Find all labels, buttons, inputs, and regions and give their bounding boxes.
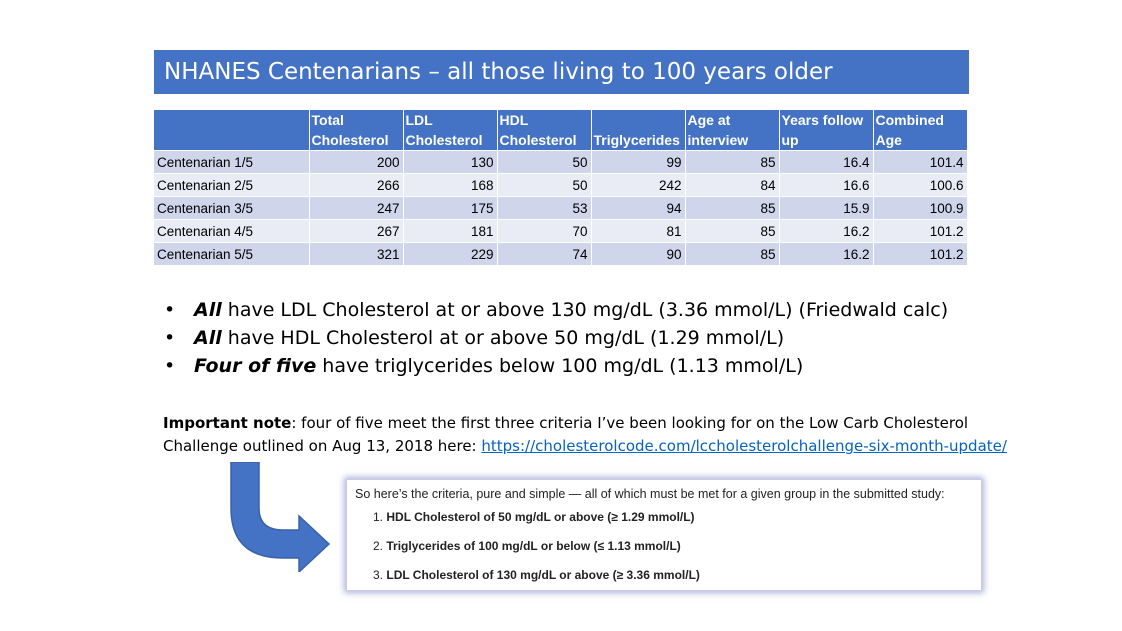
cell-age-at-interview: 85 xyxy=(685,196,780,220)
bullet-text: have triglycerides below 100 mg/dL (1.13… xyxy=(316,355,804,377)
bullet-emphasis: Four of five xyxy=(194,355,317,377)
criteria-text: Triglycerides of 100 mg/dL or below (≤ 1… xyxy=(386,539,681,553)
criteria-list: 1. HDL Cholesterol of 50 mg/dL or above … xyxy=(373,503,700,590)
header-hdl-cholesterol: HDL Cholesterol xyxy=(497,110,592,151)
cell-ldl-cholesterol: 175 xyxy=(403,196,498,220)
cell-years-follow-up: 15.9 xyxy=(779,196,874,220)
note-text: : four of five meet the first three crit… xyxy=(163,414,969,455)
bullet-text: have HDL Cholesterol at or above 50 mg/d… xyxy=(221,327,785,349)
cell-combined-age: 101.4 xyxy=(873,150,968,174)
cell-hdl-cholesterol: 50 xyxy=(497,150,592,174)
cell-total-cholesterol: 267 xyxy=(309,219,404,243)
criteria-number: 3. xyxy=(373,568,384,582)
cell-years-follow-up: 16.2 xyxy=(779,242,874,265)
row-label: Centenarian 4/5 xyxy=(154,219,310,243)
cell-combined-age: 101.2 xyxy=(873,219,968,243)
centenarian-table: Total Cholesterol LDL Cholesterol HDL Chole… xyxy=(154,110,968,265)
table-header-row: Total Cholesterol LDL Cholesterol HDL Chole… xyxy=(154,110,968,151)
cell-total-cholesterol: 247 xyxy=(309,196,404,220)
cell-ldl-cholesterol: 168 xyxy=(403,173,498,197)
cell-triglycerides: 90 xyxy=(591,242,686,265)
header-total-cholesterol: Total Cholesterol xyxy=(309,110,404,151)
challenge-link[interactable]: https://cholesterolcode.com/lccholestero… xyxy=(481,437,1007,455)
bullet-marker: • xyxy=(164,355,176,377)
cell-combined-age: 101.2 xyxy=(873,242,968,265)
cell-ldl-cholesterol: 130 xyxy=(403,150,498,174)
cell-ldl-cholesterol: 181 xyxy=(403,219,498,243)
cell-triglycerides: 242 xyxy=(591,173,686,197)
criteria-intro: So here’s the criteria, pure and simple … xyxy=(355,487,945,501)
table-row: Centenarian 1/5 200 130 50 99 85 16.4 10… xyxy=(154,150,968,174)
list-item: • All have LDL Cholesterol at or above 13… xyxy=(164,296,948,324)
cell-hdl-cholesterol: 53 xyxy=(497,196,592,220)
list-item: 1. HDL Cholesterol of 50 mg/dL or above … xyxy=(373,503,700,532)
header-years-follow-up: Years follow up xyxy=(779,110,874,151)
bullet-marker: • xyxy=(164,299,176,321)
important-note: Important note: four of five meet the fi… xyxy=(163,412,1043,458)
criteria-number: 2. xyxy=(373,539,384,553)
criteria-number: 1. xyxy=(373,510,384,524)
table-row: Centenarian 5/5 321 229 74 90 85 16.2 10… xyxy=(154,242,968,265)
cell-years-follow-up: 16.2 xyxy=(779,219,874,243)
row-label: Centenarian 1/5 xyxy=(154,150,310,174)
cell-age-at-interview: 84 xyxy=(685,173,780,197)
cell-combined-age: 100.6 xyxy=(873,173,968,197)
findings-list: • All have LDL Cholesterol at or above 13… xyxy=(164,296,948,380)
bullet-emphasis: All xyxy=(194,299,222,321)
bullet-text: have LDL Cholesterol at or above 130 mg/… xyxy=(221,299,949,321)
list-item: • All have HDL Cholesterol at or above 50… xyxy=(164,324,948,352)
cell-hdl-cholesterol: 70 xyxy=(497,219,592,243)
table-row: Centenarian 4/5 267 181 70 81 85 16.2 10… xyxy=(154,219,968,243)
list-item: 3. LDL Cholesterol of 130 mg/dL or above… xyxy=(373,561,700,590)
header-triglycerides: Triglycerides xyxy=(591,110,686,151)
row-label: Centenarian 2/5 xyxy=(154,173,310,197)
cell-age-at-interview: 85 xyxy=(685,150,780,174)
cell-years-follow-up: 16.6 xyxy=(779,173,874,197)
list-item: • Four of five have triglycerides below 1… xyxy=(164,352,948,380)
criteria-text: LDL Cholesterol of 130 mg/dL or above (≥… xyxy=(386,568,700,582)
header-ldl-cholesterol: LDL Cholesterol xyxy=(403,110,498,151)
cell-triglycerides: 99 xyxy=(591,150,686,174)
criteria-box: So here’s the criteria, pure and simple … xyxy=(346,479,982,591)
criteria-text: HDL Cholesterol of 50 mg/dL or above (≥ … xyxy=(386,510,695,524)
cell-hdl-cholesterol: 50 xyxy=(497,173,592,197)
cell-years-follow-up: 16.4 xyxy=(779,150,874,174)
table-row: Centenarian 3/5 247 175 53 94 85 15.9 10… xyxy=(154,196,968,220)
cell-combined-age: 100.9 xyxy=(873,196,968,220)
cell-age-at-interview: 85 xyxy=(685,242,780,265)
note-label: Important note xyxy=(163,414,292,432)
row-label: Centenarian 3/5 xyxy=(154,196,310,220)
cell-total-cholesterol: 321 xyxy=(309,242,404,265)
cell-total-cholesterol: 200 xyxy=(309,150,404,174)
cell-triglycerides: 94 xyxy=(591,196,686,220)
bullet-emphasis: All xyxy=(194,327,222,349)
header-cell-blank xyxy=(154,110,310,151)
cell-triglycerides: 81 xyxy=(591,219,686,243)
cell-ldl-cholesterol: 229 xyxy=(403,242,498,265)
slide-title: NHANES Centenarians – all those living t… xyxy=(154,50,969,94)
cell-hdl-cholesterol: 74 xyxy=(497,242,592,265)
bullet-marker: • xyxy=(164,327,176,349)
row-label: Centenarian 5/5 xyxy=(154,242,310,265)
table-row: Centenarian 2/5 266 168 50 242 84 16.6 1… xyxy=(154,173,968,197)
list-item: 2. Triglycerides of 100 mg/dL or below (… xyxy=(373,532,700,561)
curved-arrow-icon xyxy=(230,462,331,572)
cell-age-at-interview: 85 xyxy=(685,219,780,243)
header-combined-age: Combined Age xyxy=(873,110,968,151)
cell-total-cholesterol: 266 xyxy=(309,173,404,197)
header-age-at-interview: Age at interview xyxy=(685,110,780,151)
